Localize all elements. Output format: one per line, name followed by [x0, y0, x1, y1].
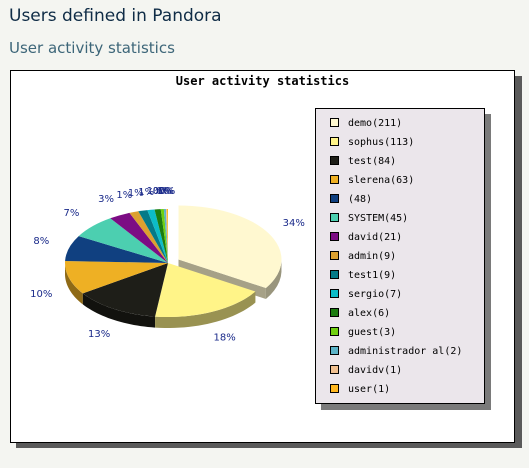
legend-item: sergio(7) [330, 288, 403, 303]
legend-label: david(21) [348, 232, 403, 243]
legend-item: demo(211) [330, 117, 403, 132]
pie-plot: 34%18%13%10%8%7%3% 1%1%1%1%0%0%0%0% [30, 186, 305, 344]
legend-item: test(84) [330, 155, 397, 170]
legend-label: SYSTEM(45) [348, 213, 409, 224]
legend-swatch [330, 307, 339, 317]
page-title: Users defined in Pandora [9, 6, 222, 26]
legend-label: guest(3) [348, 327, 397, 338]
pie-percent-label: 0% [158, 186, 174, 197]
legend-swatch [330, 231, 339, 241]
pie-percent-label: 1% [138, 187, 154, 198]
legend-item: david(21) [330, 231, 403, 246]
pie-percent-label: 0% [153, 186, 169, 197]
legend-swatch [330, 174, 339, 184]
pie-percent-label: 1% [147, 186, 163, 197]
pie-percent-label: 13% [88, 329, 110, 340]
legend-swatch [330, 364, 339, 374]
legend-swatch [330, 117, 339, 127]
legend-label: sophus(113) [348, 137, 415, 148]
legend-label: (48) [348, 194, 373, 205]
pie-percent-label: 10% [30, 289, 52, 300]
pie-slice-side [155, 291, 256, 328]
pie-slice-side [265, 260, 282, 300]
legend-item: SYSTEM(45) [330, 212, 409, 227]
pie-percent-label: 18% [213, 332, 235, 343]
legend-item: davidv(1) [330, 364, 403, 379]
pie-slice [65, 236, 168, 263]
legend-label: slerena(63) [348, 175, 415, 186]
pie-percent-label: 8% [33, 236, 49, 247]
legend-item: sophus(113) [330, 136, 415, 151]
legend-item: slerena(63) [330, 174, 415, 189]
legend-item: user(1) [330, 383, 391, 398]
legend-label: sergio(7) [348, 289, 403, 300]
pie-slice [147, 209, 168, 263]
legend-label: test1(9) [348, 270, 397, 281]
pie-percent-label: 0% [156, 186, 172, 197]
legend-label: demo(211) [348, 118, 403, 129]
legend-swatch [330, 288, 339, 298]
pie-slice [138, 210, 168, 263]
legend-label: davidv(1) [348, 365, 403, 376]
legend-swatch [330, 212, 339, 222]
pie-percent-label: 3% [98, 194, 114, 205]
pie-slice [178, 205, 282, 289]
pie-percent-label: 1% [116, 190, 132, 201]
pie-slice [165, 209, 168, 263]
pie-slice [129, 211, 168, 263]
legend-item: guest(3) [330, 326, 397, 341]
pie-slice [65, 260, 168, 294]
pie-percent-label: 0% [159, 186, 175, 197]
pie-percent-label: 34% [283, 218, 305, 229]
pie-slice [78, 218, 168, 263]
pie-chart: User activity statistics 34% 18% 13% 10% 8% 7… [10, 70, 515, 443]
legend-label: administrador al(2) [348, 346, 463, 357]
legend-item: alex(6) [330, 307, 391, 322]
legend-swatch [330, 155, 339, 165]
legend-item: test1(9) [330, 269, 397, 284]
pie-slice [155, 263, 256, 317]
legend-swatch [330, 250, 339, 260]
pie-slice-side [65, 262, 83, 305]
pie-slice [160, 209, 168, 263]
pie-slice [82, 263, 168, 317]
legend-swatch [330, 326, 339, 336]
section-title: User activity statistics [9, 39, 175, 57]
pie-percent-label: 7% [63, 208, 79, 219]
chart-title: User activity statistics [175, 74, 350, 88]
legend-item: (48) [330, 193, 373, 208]
legend-item: administrador al(2) [330, 345, 463, 360]
legend-label: alex(6) [348, 308, 391, 319]
pie-slice [166, 209, 168, 263]
legend-swatch [330, 136, 339, 146]
legend-label: admin(9) [348, 251, 397, 262]
legend-swatch [330, 383, 339, 393]
legend-item: admin(9) [330, 250, 397, 265]
pie-slice [110, 212, 168, 263]
pie-slice [154, 209, 168, 263]
legend-label: user(1) [348, 384, 391, 395]
legend-label: test(84) [348, 156, 397, 167]
legend-swatch [330, 193, 339, 203]
chart-legend: demo(211) sophus(113) test(84) slerena(63) (… [315, 108, 485, 404]
pie-percent-label: 1% [128, 188, 144, 199]
pie-slice [163, 209, 168, 263]
legend-swatch [330, 269, 339, 279]
legend-swatch [330, 345, 339, 355]
